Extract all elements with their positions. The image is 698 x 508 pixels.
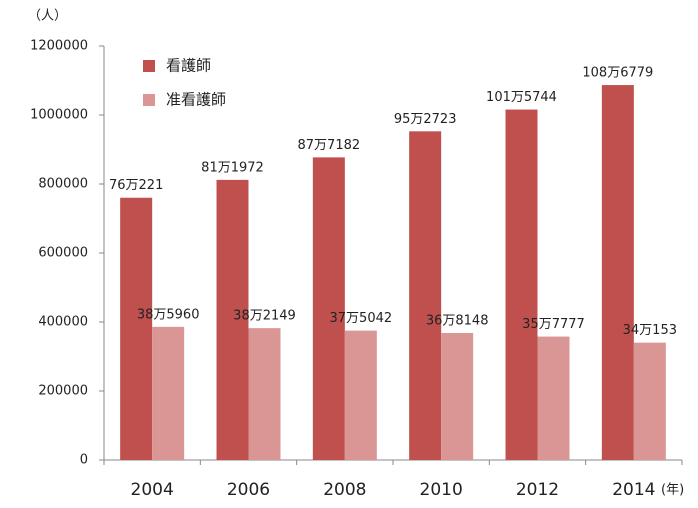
bar: [537, 336, 570, 460]
x-tick-label: 2014: [612, 480, 655, 500]
value-label: 87万7182: [298, 138, 361, 153]
y-tick-label: 1000000: [30, 108, 88, 123]
x-tick-label: 2006: [227, 480, 270, 500]
x-unit-label: (年): [661, 483, 684, 498]
bar: [505, 109, 538, 460]
bar: [248, 328, 281, 460]
value-label: 38万2149: [233, 309, 296, 324]
bar: [312, 157, 345, 461]
y-tick-label: 800000: [38, 177, 88, 192]
value-label: 38万5960: [137, 307, 200, 322]
value-label: 108万6779: [582, 66, 653, 81]
bar: [409, 131, 442, 461]
y-tick-label: 200000: [38, 384, 88, 399]
legend-swatch: [143, 94, 155, 106]
value-label: 81万1972: [201, 160, 264, 175]
value-label: 35万7777: [522, 317, 585, 332]
y-tick-label: 1200000: [30, 39, 88, 54]
value-label: 34万153: [623, 323, 677, 338]
value-label: 76万221: [109, 178, 163, 193]
y-tick-label: 0: [80, 453, 88, 468]
x-tick-label: 2008: [323, 480, 366, 500]
legend-label: 看護師: [166, 57, 211, 75]
bar: [120, 197, 153, 460]
y-unit-label: （人）: [28, 9, 67, 24]
value-label: 36万8148: [426, 313, 489, 328]
bar: [633, 342, 666, 460]
legend-swatch: [143, 60, 155, 72]
bar: [344, 330, 377, 460]
y-tick-label: 600000: [38, 246, 88, 261]
bar: [601, 85, 634, 460]
value-label: 95万2723: [394, 112, 457, 127]
value-label: 37万5042: [330, 311, 393, 326]
value-label: 101万5744: [486, 90, 557, 105]
bar: [441, 332, 474, 460]
bar: [152, 326, 185, 460]
y-tick-label: 400000: [38, 315, 88, 330]
x-tick-label: 2012: [516, 480, 559, 500]
x-tick-label: 2010: [420, 480, 463, 500]
x-tick-label: 2004: [131, 480, 174, 500]
legend-label: 准看護師: [166, 91, 226, 109]
bar: [216, 179, 249, 460]
